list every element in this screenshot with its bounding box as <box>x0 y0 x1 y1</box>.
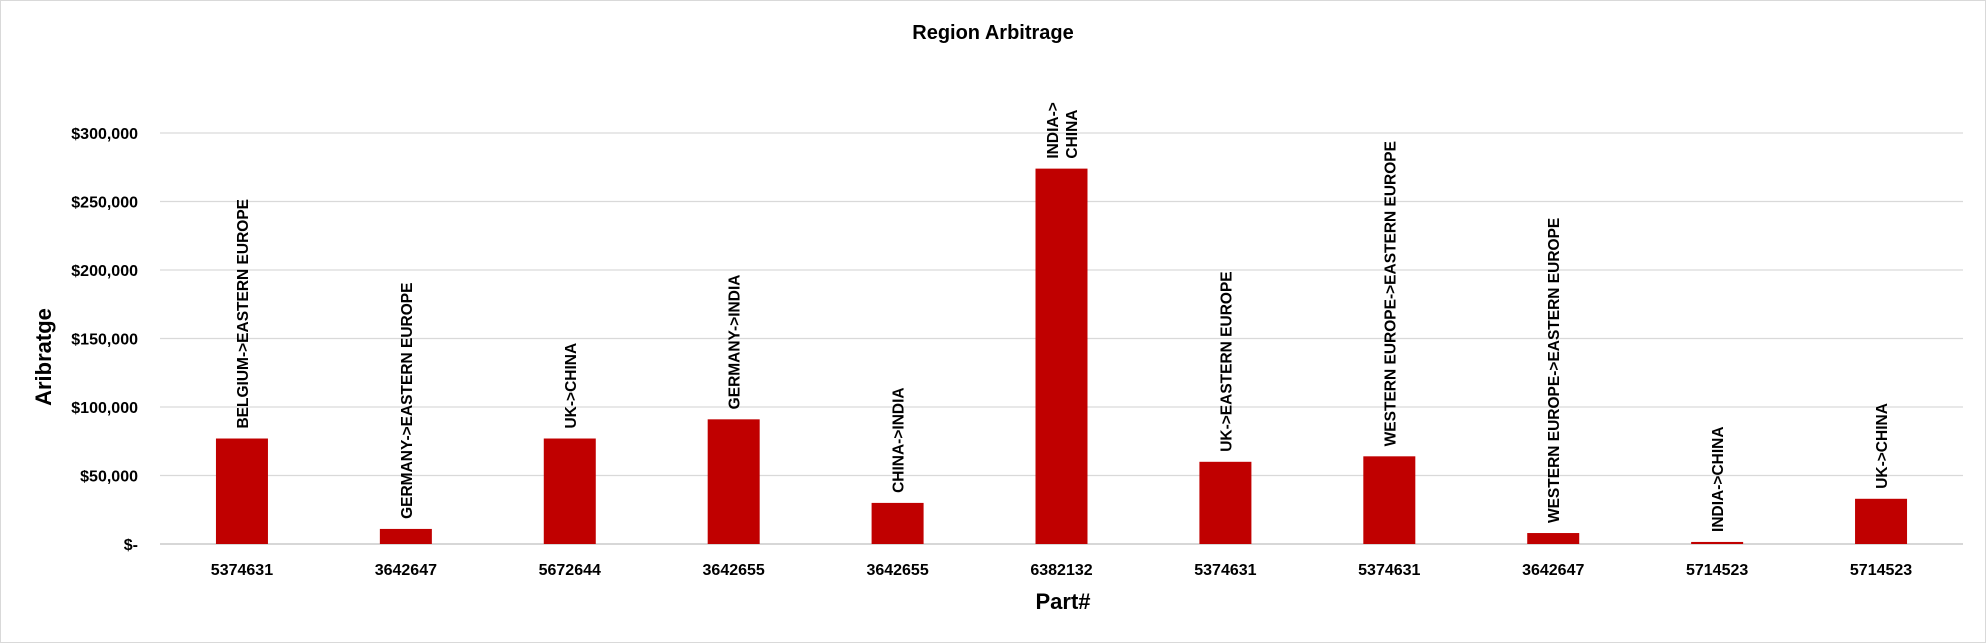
bar <box>707 419 760 544</box>
data-label-line: INDIA->CHINA <box>1710 426 1727 532</box>
chart-title: Region Arbitrage <box>912 22 1074 44</box>
x-tick-label: 5374631 <box>1358 562 1420 579</box>
data-label: GERMANY->INDIA <box>727 275 744 410</box>
x-tick-label: 5672644 <box>539 562 601 579</box>
y-tick-label: $50,000 <box>80 469 138 486</box>
data-label-line: UK->CHINA <box>1874 403 1891 489</box>
bar <box>871 502 924 544</box>
data-label: INDIA->CHINA <box>1710 426 1727 532</box>
bar <box>543 438 596 544</box>
data-label-line: BELGIUM->EASTERN EUROPE <box>235 199 252 429</box>
bar <box>1691 541 1744 544</box>
y-axis-ticks: $- $50,000 $100,000 $150,000 $200,000 $250,00… <box>71 126 138 554</box>
data-label-line: WESTERN EUROPE->EASTERN EUROPE <box>1382 141 1399 446</box>
data-label: UK->CHINA <box>1874 403 1891 489</box>
data-label-line: GERMANY->INDIA <box>727 275 744 410</box>
data-label-line: UK->EASTERN EUROPE <box>1218 271 1235 451</box>
x-axis-ticks: 5374631 3642647 5672644 3642655 3642655 63821… <box>211 562 1912 579</box>
x-axis-title: Part# <box>1035 589 1090 614</box>
x-tick-label: 5714523 <box>1686 562 1748 579</box>
data-label-line: INDIA-> <box>1045 102 1062 158</box>
data-label: INDIA->CHINA <box>1045 102 1081 158</box>
data-label: WESTERN EUROPE->EASTERN EUROPE <box>1546 218 1563 523</box>
data-label: WESTERN EUROPE->EASTERN EUROPE <box>1382 141 1399 446</box>
y-tick-label: $200,000 <box>71 263 138 280</box>
x-tick-label: 3642655 <box>866 562 928 579</box>
data-label-line: CHINA <box>1064 110 1081 159</box>
bar <box>1363 456 1416 544</box>
data-label: BELGIUM->EASTERN EUROPE <box>235 199 252 429</box>
data-labels: BELGIUM->EASTERN EUROPE GERMANY->EASTERN … <box>235 102 1891 532</box>
x-tick-label: 5714523 <box>1850 562 1912 579</box>
bar <box>1855 498 1908 544</box>
y-tick-label: $250,000 <box>71 195 138 212</box>
y-tick-label: $150,000 <box>71 332 138 349</box>
data-label: GERMANY->EASTERN EUROPE <box>399 283 416 519</box>
bars <box>215 168 1908 544</box>
x-tick-label: 3642655 <box>703 562 765 579</box>
data-label: UK->EASTERN EUROPE <box>1218 271 1235 451</box>
data-label-line: CHINA->INDIA <box>891 387 908 493</box>
x-tick-label: 3642647 <box>1522 562 1584 579</box>
data-label: CHINA->INDIA <box>891 387 908 493</box>
bar <box>215 438 268 544</box>
bar <box>1035 168 1088 544</box>
bar <box>1199 461 1252 544</box>
data-label-line: WESTERN EUROPE->EASTERN EUROPE <box>1546 218 1563 523</box>
x-tick-label: 6382132 <box>1030 562 1092 579</box>
bar <box>379 528 432 544</box>
y-tick-label: $300,000 <box>71 126 138 143</box>
x-tick-label: 5374631 <box>1194 562 1256 579</box>
y-axis-title: Aribratge <box>31 308 56 406</box>
data-label: UK->CHINA <box>563 343 580 429</box>
data-label-line: UK->CHINA <box>563 343 580 429</box>
data-label-line: GERMANY->EASTERN EUROPE <box>399 283 416 519</box>
bar <box>1527 533 1580 544</box>
x-tick-label: 3642647 <box>375 562 437 579</box>
y-tick-label: $100,000 <box>71 400 138 417</box>
y-tick-label: $- <box>124 537 138 554</box>
x-tick-label: 5374631 <box>211 562 273 579</box>
